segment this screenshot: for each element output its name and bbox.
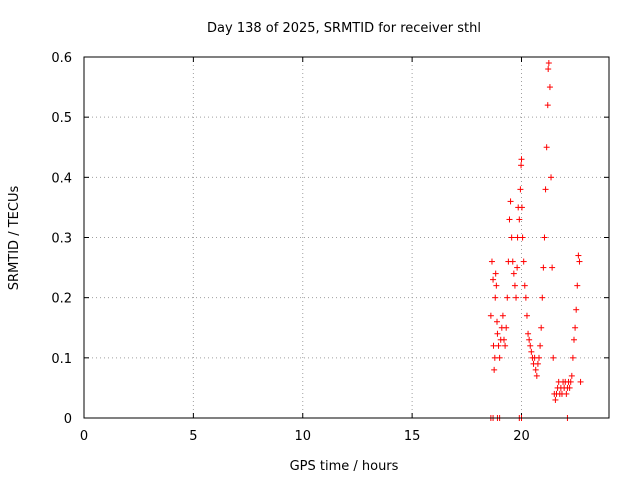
data-point	[526, 336, 533, 343]
data-point	[534, 360, 541, 367]
data-point	[568, 372, 575, 379]
data-point	[493, 282, 500, 289]
plot-frame	[83, 56, 610, 419]
data-point	[494, 318, 500, 325]
axis-ticks: 0 5 10 15 20 0 0.1 0.2 0.3 0.4 0.5 0.6	[51, 51, 609, 444]
data-point	[532, 366, 539, 373]
data-point	[527, 342, 534, 349]
y-tick-label: 0.5	[51, 111, 72, 126]
data-point	[504, 294, 511, 301]
data-point	[546, 84, 553, 91]
x-tick-label: 5	[189, 429, 197, 444]
data-point	[508, 234, 515, 241]
data-point	[574, 282, 581, 289]
data-point	[572, 324, 579, 331]
data-point	[576, 258, 583, 265]
data-point	[492, 270, 499, 277]
y-tick-label: 0.3	[51, 232, 72, 247]
data-point	[516, 216, 523, 223]
data-point	[563, 390, 570, 397]
y-axis-label: SRMTID / TECUs	[7, 186, 22, 291]
data-point	[490, 276, 497, 283]
data-point	[528, 348, 535, 355]
data-point	[571, 336, 577, 343]
chart-title: Day 138 of 2025, SRMTID for receiver sth…	[207, 21, 481, 36]
data-point	[566, 384, 573, 391]
data-point	[518, 204, 525, 211]
data-point	[549, 264, 556, 271]
data-point	[506, 216, 513, 223]
data-point	[545, 60, 552, 67]
y-tick-label: 0.2	[51, 292, 72, 307]
data-point	[548, 174, 555, 181]
data-point	[517, 186, 524, 193]
data-point	[545, 66, 552, 73]
data-point	[511, 282, 518, 289]
data-point	[487, 312, 494, 319]
y-tick-label: 0.1	[51, 352, 72, 367]
data-point	[577, 378, 584, 385]
data-point	[507, 198, 514, 205]
data-point	[525, 330, 532, 337]
data-point	[521, 282, 528, 289]
data-point	[523, 312, 530, 319]
data-point	[509, 258, 516, 265]
data-point	[522, 294, 529, 301]
data-points	[487, 60, 584, 421]
data-point	[488, 258, 495, 265]
data-point	[503, 324, 510, 331]
data-point	[533, 372, 540, 379]
data-point	[573, 306, 580, 313]
data-point	[513, 294, 520, 301]
data-point	[495, 342, 502, 349]
data-point	[490, 342, 497, 349]
data-point	[514, 234, 521, 241]
data-point	[514, 264, 521, 271]
x-tick-label: 0	[80, 429, 88, 444]
data-point	[552, 396, 559, 403]
data-point	[544, 102, 551, 109]
data-point	[537, 342, 544, 349]
data-point	[501, 336, 507, 343]
data-point	[519, 234, 526, 241]
data-point	[575, 252, 582, 259]
data-point	[496, 354, 503, 361]
y-tick-label: 0.6	[51, 51, 72, 66]
x-tick-label: 15	[404, 429, 421, 444]
x-axis-label: GPS time / hours	[290, 459, 399, 474]
data-point	[518, 162, 525, 169]
data-point	[494, 330, 501, 337]
x-tick-label: 20	[513, 429, 530, 444]
data-point	[567, 378, 574, 385]
data-point	[520, 258, 527, 265]
data-point	[538, 324, 545, 331]
data-point	[539, 294, 546, 301]
data-point	[550, 354, 557, 361]
grid-lines	[84, 57, 609, 418]
data-point	[502, 342, 509, 349]
data-point	[541, 234, 548, 241]
data-point	[542, 186, 549, 193]
y-tick-label: 0	[64, 412, 72, 427]
data-point	[510, 270, 517, 277]
data-point	[518, 156, 525, 163]
data-point	[491, 366, 498, 373]
data-point	[536, 354, 542, 361]
y-tick-label: 0.4	[51, 171, 72, 186]
x-tick-label: 10	[294, 429, 311, 444]
data-point	[543, 144, 550, 151]
data-point	[540, 264, 547, 271]
data-point	[492, 294, 499, 301]
data-point	[499, 312, 506, 319]
data-point	[569, 354, 576, 361]
